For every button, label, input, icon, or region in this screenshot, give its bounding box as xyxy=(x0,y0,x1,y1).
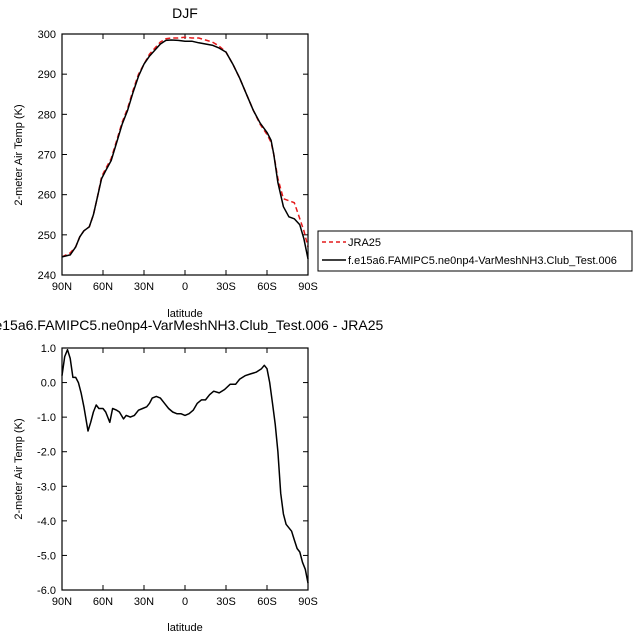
top-y-ticks: 240 250 260 270 280 290 300 xyxy=(38,29,308,282)
top-y-tick-label: 270 xyxy=(38,150,56,162)
top-x-tick-label: 90N xyxy=(52,281,72,293)
bottom-ylabel: 2-meter Air Temp (K) xyxy=(13,418,25,519)
top-x-tick-label: 0 xyxy=(182,281,188,293)
top-panel: DJF 2-meter Air Temp (K) latitude 90N 60N… xyxy=(13,5,318,320)
bottom-y-tick-label: 0.0 xyxy=(41,378,56,390)
bottom-x-tick-label: 30S xyxy=(216,596,236,608)
legend: JRA25 f.e15a6.FAMIPC5.ne0np4-VarMeshNH3.… xyxy=(317,230,633,272)
bottom-xlabel: latitude xyxy=(167,622,202,634)
bottom-y-tick-label: -2.0 xyxy=(37,447,56,459)
top-xlabel: latitude xyxy=(167,308,202,320)
legend-item-jra25: JRA25 xyxy=(322,237,381,249)
bottom-y-tick-label: -3.0 xyxy=(37,481,56,493)
top-series-group xyxy=(61,36,309,260)
top-y-tick-label: 240 xyxy=(38,270,56,282)
top-y-tick-label: 290 xyxy=(38,69,56,81)
bottom-plot-frame xyxy=(61,347,309,591)
bottom-series-group xyxy=(61,348,309,584)
legend-item-model: f.e15a6.FAMIPC5.ne0np4-VarMeshNH3.Club_T… xyxy=(322,255,617,267)
top-x-ticks: 90N 60N 30N 0 30S 60S 90S xyxy=(52,34,318,293)
bottom-x-ticks: 90N 60N 30N 0 30S 60S 90S xyxy=(52,348,318,608)
top-ylabel: 2-meter Air Temp (K) xyxy=(13,104,25,205)
bottom-x-tick-label: 30N xyxy=(134,596,154,608)
top-x-tick-label: 90S xyxy=(298,281,318,293)
bottom-x-tick-label: 0 xyxy=(182,596,188,608)
top-y-tick-label: 300 xyxy=(38,29,56,41)
bottom-y-tick-label: -4.0 xyxy=(37,516,56,528)
bottom-y-tick-label: -5.0 xyxy=(37,550,56,562)
bottom-chart-title: f.e15a6.FAMIPC5.ne0np4-VarMeshNH3.Club_T… xyxy=(0,317,384,333)
legend-label-jra25: JRA25 xyxy=(348,237,381,249)
top-x-tick-label: 30S xyxy=(216,281,236,293)
bottom-x-tick-label: 60S xyxy=(257,596,277,608)
top-series-line-model xyxy=(61,39,309,260)
top-x-tick-label: 30N xyxy=(134,281,154,293)
bottom-series-line-difference xyxy=(61,348,309,584)
top-x-tick-label: 60S xyxy=(257,281,277,293)
bottom-x-tick-label: 90N xyxy=(52,596,72,608)
top-y-tick-label: 280 xyxy=(38,109,56,121)
bottom-y-tick-label: -6.0 xyxy=(37,585,56,597)
bottom-x-tick-label: 60N xyxy=(93,596,113,608)
top-y-tick-label: 260 xyxy=(38,190,56,202)
bottom-y-tick-label: -1.0 xyxy=(37,412,56,424)
top-x-tick-label: 60N xyxy=(93,281,113,293)
legend-box xyxy=(317,230,633,272)
top-plot-frame xyxy=(61,33,309,276)
bottom-x-tick-label: 90S xyxy=(298,596,318,608)
legend-label-model: f.e15a6.FAMIPC5.ne0np4-VarMeshNH3.Club_T… xyxy=(348,255,617,267)
top-chart-title: DJF xyxy=(172,5,198,21)
bottom-panel: f.e15a6.FAMIPC5.ne0np4-VarMeshNH3.Club_T… xyxy=(0,317,384,634)
bottom-y-tick-label: 1.0 xyxy=(41,343,56,355)
top-y-tick-label: 250 xyxy=(38,230,56,242)
top-series-line-jra25 xyxy=(61,36,309,258)
bottom-y-ticks: 1.0 0.0 -1.0 -2.0 -3.0 -4.0 -5.0 -6.0 xyxy=(37,343,308,597)
